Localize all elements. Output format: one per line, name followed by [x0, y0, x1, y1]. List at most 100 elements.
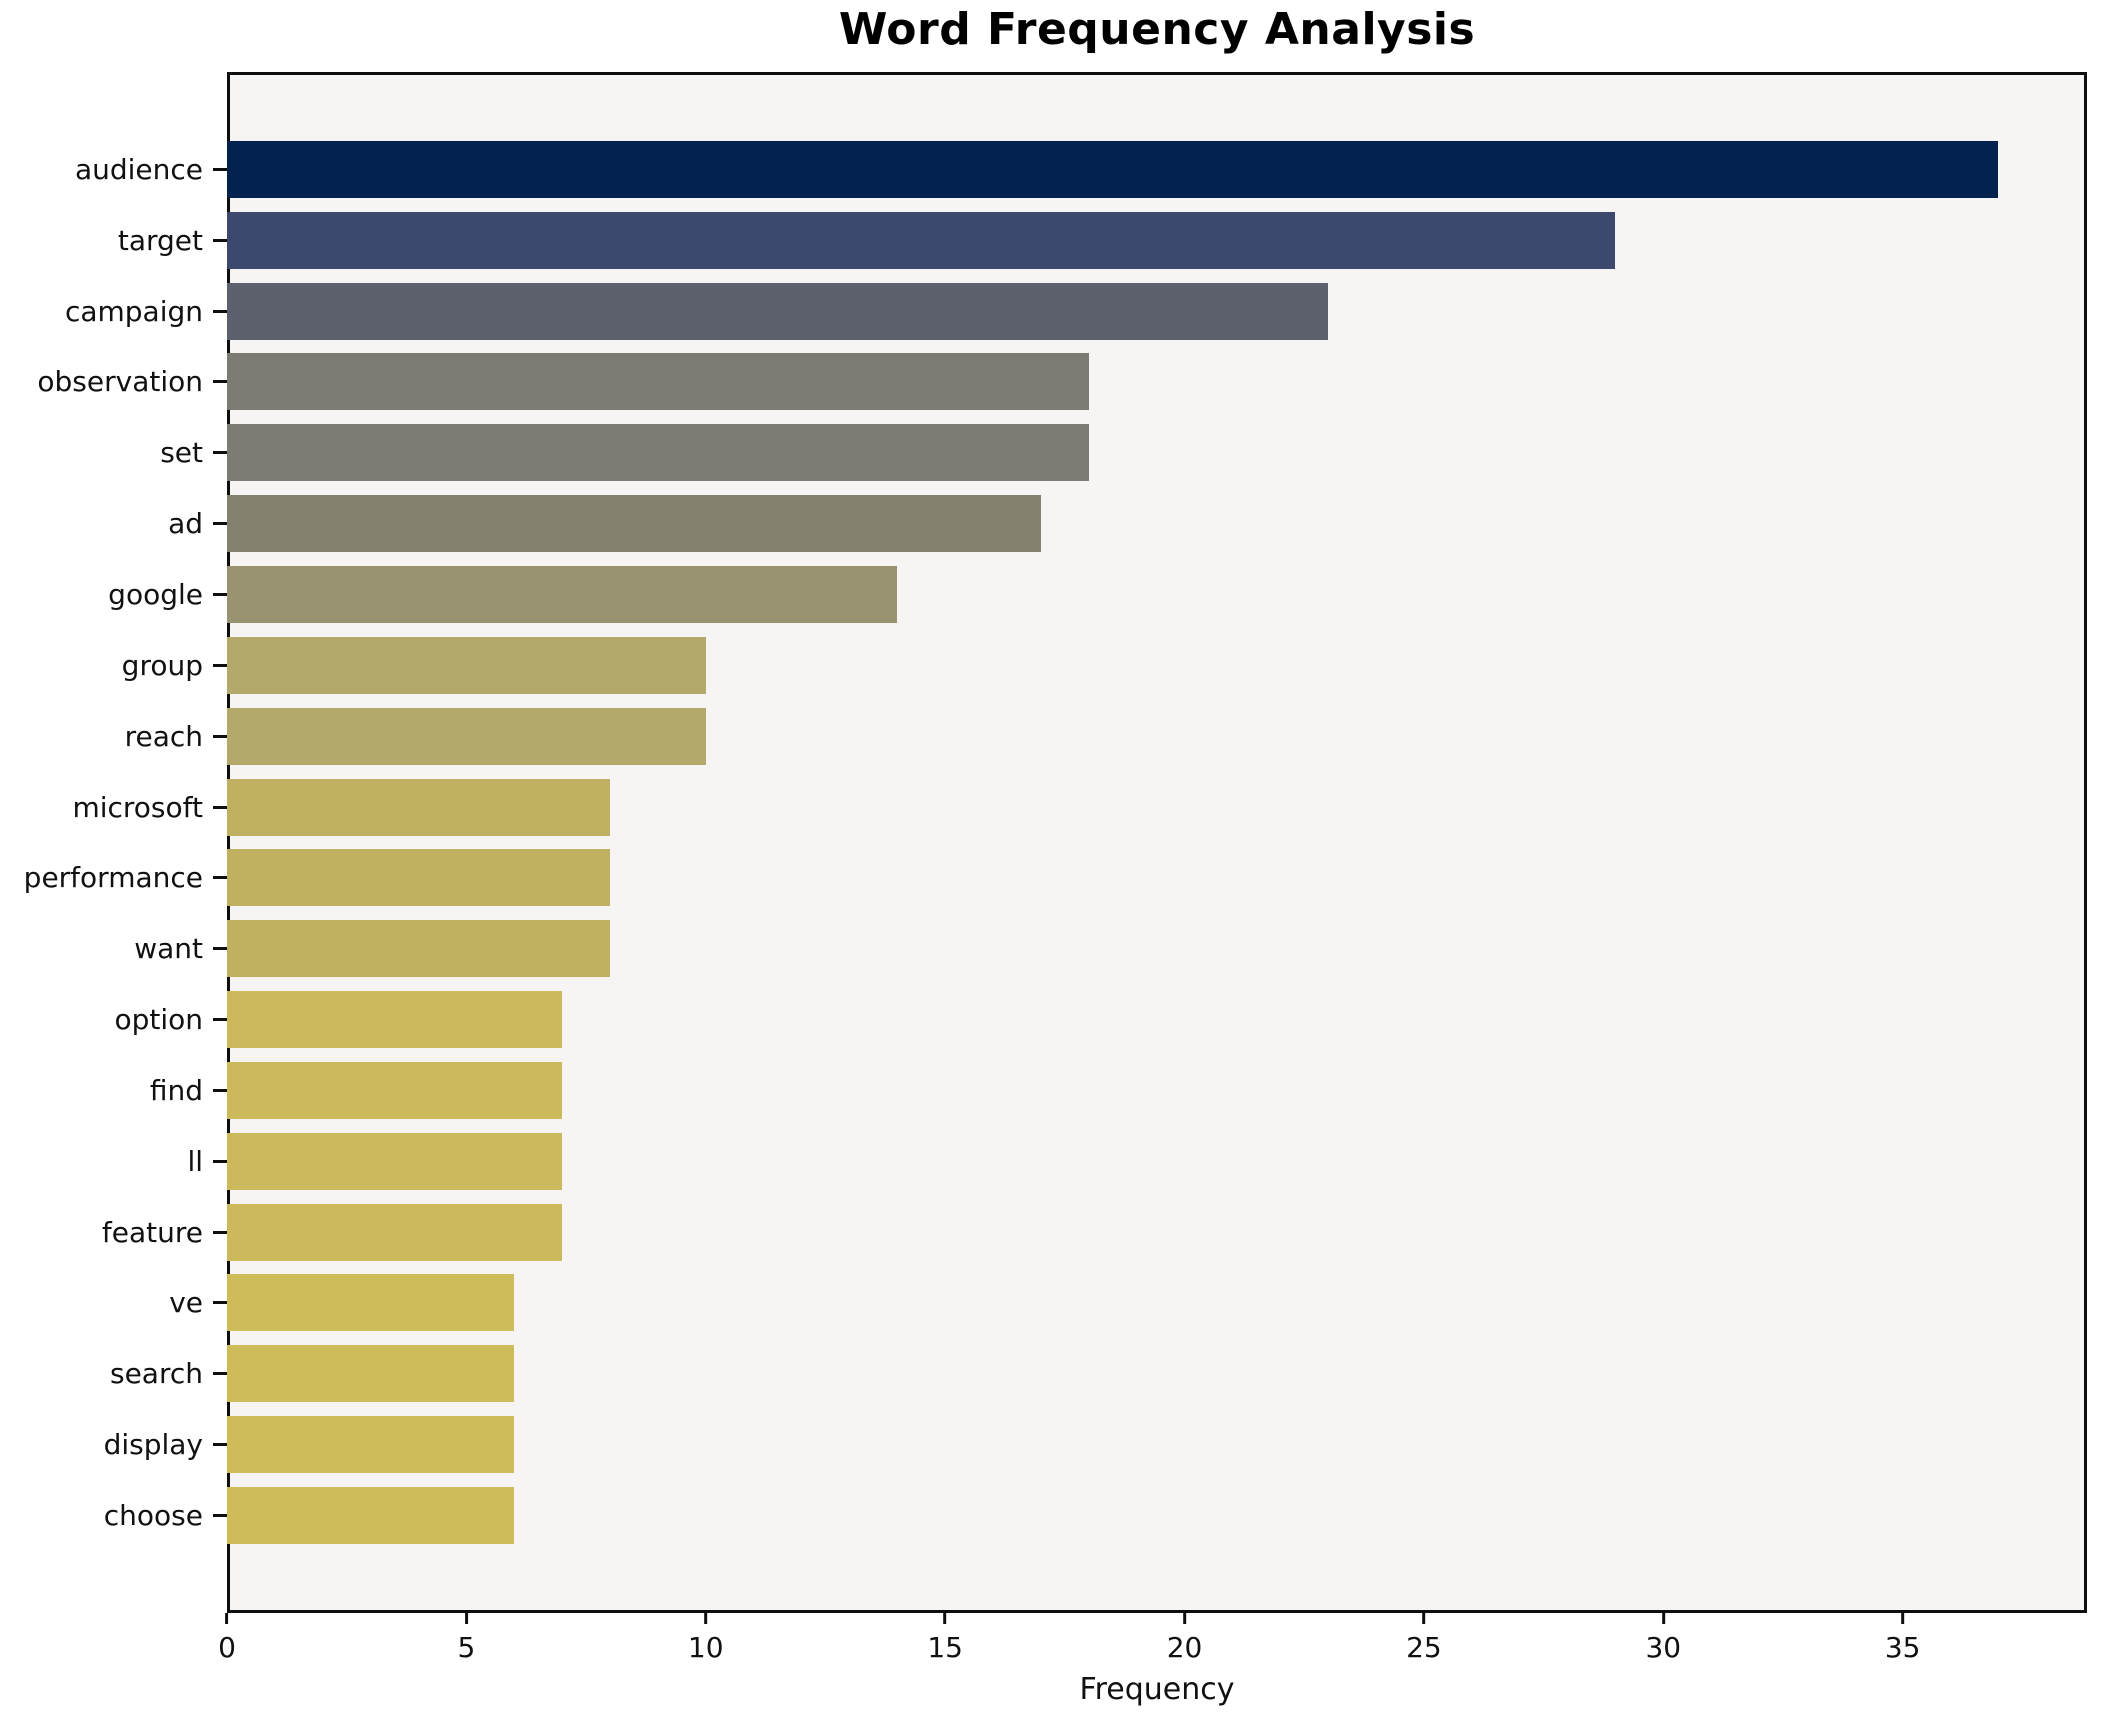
bar-row: ad: [0, 488, 2087, 559]
bar-track: [227, 778, 2087, 836]
bar-microsoft: [227, 778, 610, 836]
x-tick-label: 10: [687, 1631, 724, 1664]
bar-feature: [227, 1203, 563, 1261]
category-label: display: [103, 1428, 203, 1462]
category-label: choose: [103, 1498, 203, 1532]
x-tick: 30: [1645, 1613, 1681, 1664]
bar-want: [227, 920, 610, 978]
y-tick-mark: [213, 876, 227, 880]
y-tick-mark: [213, 1372, 227, 1376]
x-tick-label: 15: [927, 1631, 963, 1664]
x-tick: 10: [688, 1613, 724, 1664]
bar-track: [227, 1132, 2087, 1190]
y-tick-mark: [213, 1443, 227, 1447]
bar-performance: [227, 849, 610, 907]
bar-track: [227, 1203, 2087, 1261]
bar-search: [227, 1345, 515, 1403]
bar-track: [227, 211, 2087, 269]
bar-row: google: [0, 559, 2087, 630]
bar-set: [227, 424, 1089, 482]
category-label: microsoft: [72, 790, 203, 824]
x-tick-mark: [225, 1613, 229, 1624]
bar-row: search: [0, 1338, 2087, 1409]
category-label: search: [109, 1357, 203, 1391]
bar-track: [227, 424, 2087, 482]
y-tick-mark: [213, 1018, 227, 1022]
bar-row: want: [0, 913, 2087, 984]
y-tick-mark: [213, 805, 227, 809]
bar-reach: [227, 707, 706, 765]
bar-track: [227, 636, 2087, 694]
bar-row: feature: [0, 1197, 2087, 1268]
bar-target: [227, 211, 1616, 269]
chart-title: Word Frequency Analysis: [838, 4, 1476, 55]
category-label: observation: [37, 365, 203, 399]
bar-row: option: [0, 984, 2087, 1055]
x-tick-label: 20: [1166, 1631, 1203, 1664]
y-tick-mark: [213, 1088, 227, 1092]
bar-track: [227, 565, 2087, 623]
x-tick: 5: [457, 1613, 475, 1664]
bar-campaign: [227, 282, 1329, 340]
bar-option: [227, 991, 563, 1049]
category-label: set: [160, 436, 203, 470]
bar-ve: [227, 1274, 515, 1332]
category-label: option: [114, 1003, 203, 1037]
bar-row: ll: [0, 1126, 2087, 1197]
bar-track: [227, 282, 2087, 340]
category-label: feature: [101, 1215, 203, 1249]
x-tick-mark: [1422, 1613, 1426, 1624]
y-tick-mark: [213, 309, 227, 313]
bar-row: display: [0, 1409, 2087, 1480]
y-tick-mark: [213, 734, 227, 738]
bar-track: [227, 140, 2087, 198]
y-tick-mark: [213, 380, 227, 384]
category-label: find: [149, 1073, 203, 1107]
bar-row: group: [0, 630, 2087, 701]
bar-audience: [227, 140, 1999, 198]
y-tick-mark: [213, 1513, 227, 1517]
category-label: google: [108, 577, 203, 611]
category-label: want: [134, 932, 203, 966]
bar-ad: [227, 495, 1041, 553]
bar-row: audience: [0, 134, 2087, 205]
bar-display: [227, 1416, 515, 1474]
x-tick-mark: [1661, 1613, 1665, 1624]
bar-row: reach: [0, 701, 2087, 772]
y-tick-mark: [213, 522, 227, 526]
bar-track: [227, 849, 2087, 907]
y-tick-mark: [213, 592, 227, 596]
x-tick: 25: [1406, 1613, 1442, 1664]
bar-group: [227, 636, 706, 694]
category-label: campaign: [64, 294, 203, 328]
x-tick-mark: [704, 1613, 708, 1624]
y-tick-mark: [213, 1230, 227, 1234]
bar-track: [227, 353, 2087, 411]
bar-ll: [227, 1132, 563, 1190]
bar-row: campaign: [0, 276, 2087, 347]
bar-row: choose: [0, 1480, 2087, 1551]
category-label: ve: [169, 1286, 203, 1320]
bar-row: microsoft: [0, 772, 2087, 843]
bar-rows: audience target campaign observation set ad go…: [0, 72, 2087, 1613]
bar-track: [227, 1061, 2087, 1119]
bar-row: observation: [0, 347, 2087, 418]
x-tick-mark: [464, 1613, 468, 1624]
bar-row: ve: [0, 1268, 2087, 1339]
x-tick: 15: [927, 1613, 963, 1664]
category-label: ad: [168, 507, 203, 541]
bar-track: [227, 920, 2087, 978]
x-tick: 0: [218, 1613, 236, 1664]
category-label: audience: [74, 152, 203, 186]
y-tick-mark: [213, 167, 227, 171]
category-label: group: [121, 648, 203, 682]
x-tick-mark: [1901, 1613, 1905, 1624]
x-tick: 35: [1885, 1613, 1920, 1664]
bar-row: set: [0, 417, 2087, 488]
y-tick-mark: [213, 663, 227, 667]
category-label: reach: [124, 719, 203, 753]
bar-row: target: [0, 205, 2087, 276]
x-tick-label: 30: [1645, 1631, 1682, 1664]
y-tick-mark: [213, 947, 227, 951]
